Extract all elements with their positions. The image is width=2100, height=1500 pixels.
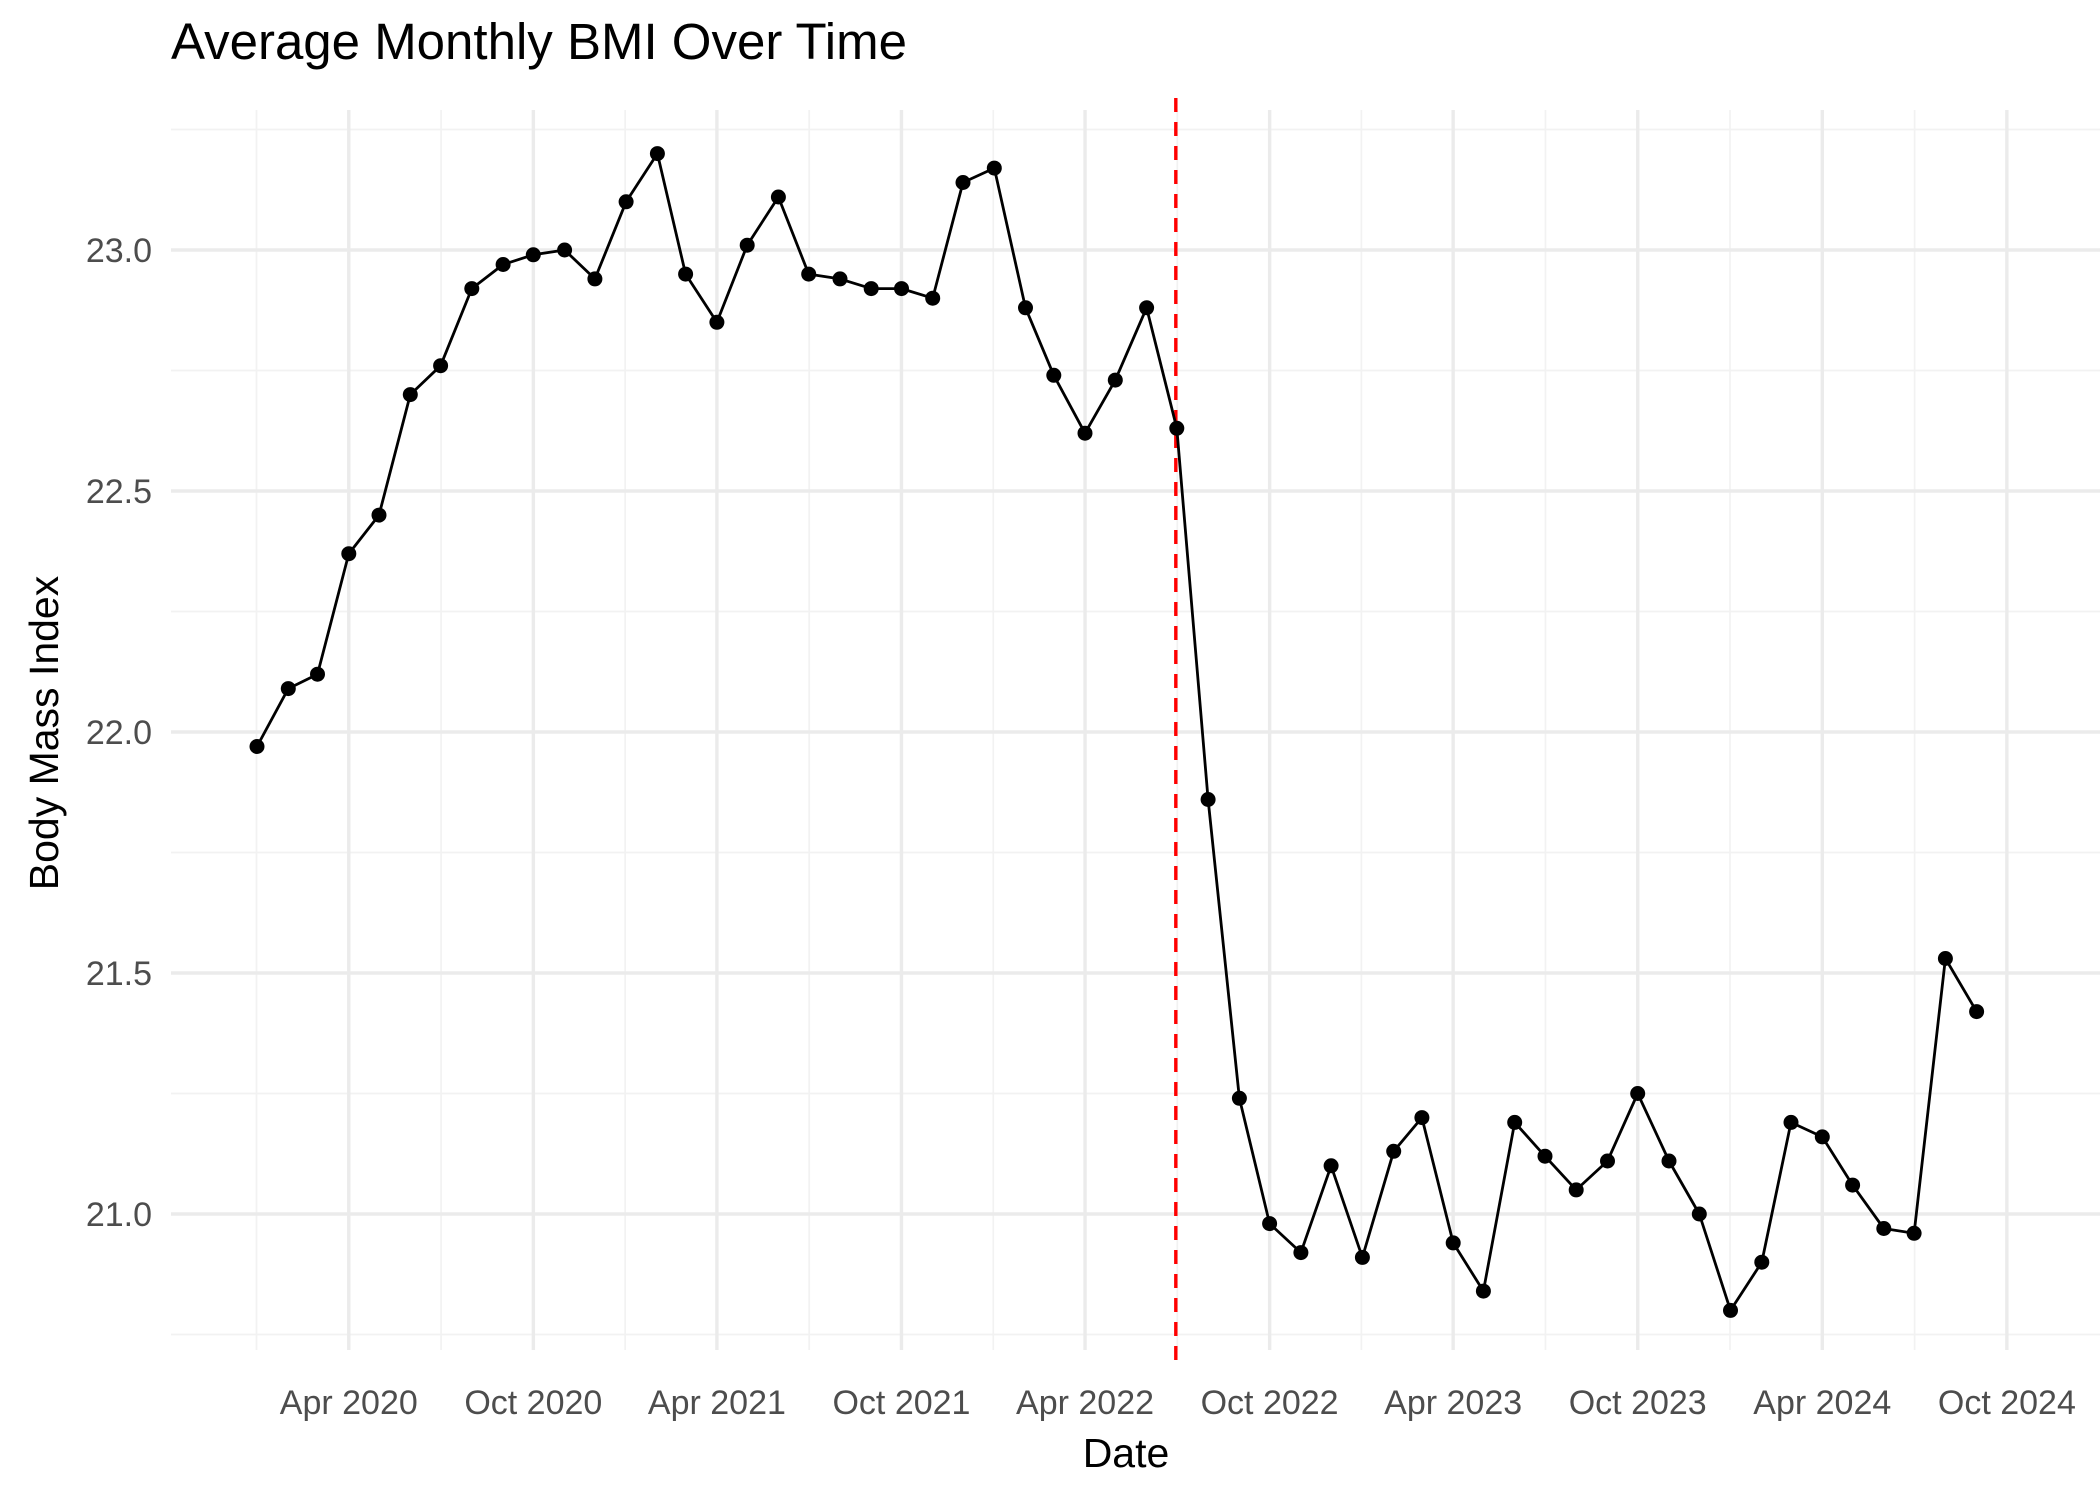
data-point (1354, 1249, 1370, 1265)
chart-title: Average Monthly BMI Over Time (171, 13, 907, 70)
x-tick-labels: Apr 2020 Oct 2020 Apr 2021 Oct 2021 Apr 2022… (280, 1384, 2076, 1422)
x-tick-label: Oct 2022 (1201, 1384, 1339, 1422)
data-point (739, 237, 755, 253)
data-point (1323, 1158, 1339, 1174)
data-point (1293, 1245, 1309, 1261)
data-point (249, 739, 265, 754)
data-point (1262, 1216, 1278, 1232)
y-axis-title: Body Mass Index (21, 575, 67, 890)
data-point (557, 242, 573, 258)
minor-gridlines (171, 110, 2100, 1350)
y-tick-label: 21.0 (86, 1196, 152, 1234)
data-point (1139, 300, 1155, 316)
data-point (280, 681, 296, 697)
x-tick-label: Apr 2021 (648, 1384, 786, 1422)
x-tick-label: Apr 2020 (280, 1384, 418, 1422)
y-tick-label: 22.5 (86, 473, 152, 511)
data-point (1845, 1177, 1861, 1193)
data-point (1414, 1110, 1430, 1126)
data-point (1906, 1225, 1922, 1241)
data-point (618, 194, 634, 210)
data-point (863, 281, 879, 297)
data-point (371, 507, 387, 523)
x-tick-label: Oct 2023 (1569, 1384, 1707, 1422)
data-point (1876, 1221, 1892, 1236)
data-point (832, 271, 848, 287)
x-tick-label: Apr 2022 (1016, 1384, 1154, 1422)
data-point (1475, 1283, 1491, 1299)
data-point (649, 146, 665, 162)
data-point (525, 247, 541, 263)
data-point (1018, 300, 1033, 316)
data-point (341, 546, 357, 562)
data-point (1046, 367, 1062, 383)
data-point (801, 266, 817, 282)
data-point (894, 281, 909, 297)
data-point (1107, 372, 1123, 388)
data-point (1630, 1086, 1646, 1101)
data-point (1077, 425, 1093, 441)
data-point (1231, 1090, 1247, 1106)
data-point (1507, 1114, 1523, 1130)
x-axis-title: Date (1083, 1430, 1170, 1476)
data-points (249, 146, 1985, 1318)
data-point (1386, 1143, 1402, 1159)
data-point (433, 358, 449, 374)
data-point (1537, 1148, 1553, 1164)
data-point (464, 281, 480, 297)
data-point (1568, 1182, 1584, 1198)
x-tick-label: Apr 2023 (1384, 1384, 1522, 1422)
data-point (1783, 1114, 1799, 1130)
data-point (1723, 1302, 1738, 1318)
data-point (1661, 1153, 1677, 1169)
data-point (402, 387, 418, 403)
data-point (770, 189, 786, 205)
data-point (1445, 1235, 1461, 1251)
x-tick-label: Oct 2021 (832, 1384, 970, 1422)
data-point (955, 175, 971, 190)
data-point (709, 314, 725, 330)
data-point (495, 257, 511, 272)
data-point (1600, 1153, 1615, 1169)
x-tick-label: Oct 2024 (1938, 1384, 2076, 1422)
y-tick-label: 21.5 (86, 955, 152, 993)
y-tick-labels: 21.0 21.5 22.0 22.5 23.0 (86, 232, 152, 1234)
data-point (1814, 1129, 1830, 1145)
data-point (986, 160, 1002, 176)
data-point (1169, 420, 1185, 436)
x-tick-label: Apr 2024 (1753, 1384, 1891, 1422)
data-point (310, 666, 325, 682)
data-point (1969, 1004, 1985, 1020)
data-point (1754, 1254, 1770, 1270)
data-point (1200, 792, 1216, 807)
x-tick-label: Oct 2020 (464, 1384, 602, 1422)
major-gridlines (171, 110, 2100, 1350)
data-point (925, 290, 941, 306)
data-point (587, 271, 603, 287)
data-point (678, 266, 694, 282)
data-point (1691, 1206, 1707, 1222)
y-tick-label: 23.0 (86, 232, 152, 270)
y-tick-label: 22.0 (86, 714, 152, 752)
data-point (1937, 951, 1953, 966)
